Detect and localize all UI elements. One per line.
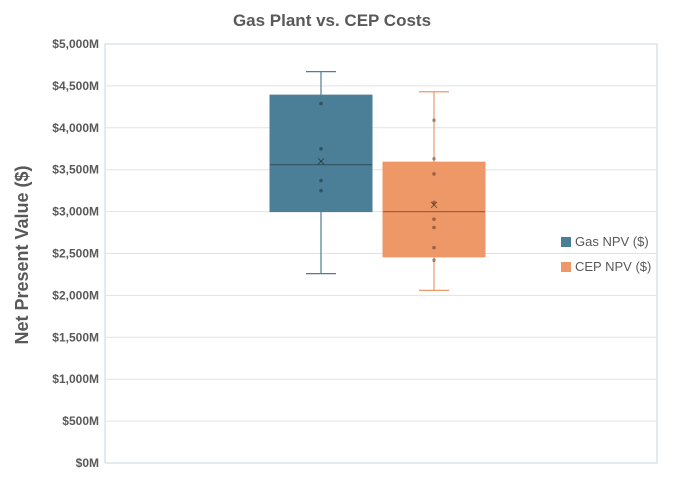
data-point: [319, 178, 323, 183]
data-point: [319, 101, 323, 106]
box: [382, 161, 486, 258]
box-series-gas: [269, 71, 373, 275]
y-tick-labels: $0M $500M $1,000M $1,500M $2,000M $2,500M $3,0…: [52, 37, 99, 470]
mean-marker-stroke: [317, 157, 325, 165]
y-tick-label: $5,000M: [52, 37, 99, 51]
data-point: [432, 225, 436, 230]
data-point: [432, 258, 436, 263]
data-point: [432, 217, 436, 221]
y-tick-label: $1,500M: [52, 330, 99, 344]
mean-marker-stroke: [430, 201, 438, 209]
y-tick-label: $1,000M: [52, 372, 99, 386]
mean-marker: [430, 201, 438, 209]
legend-label: CEP NPV ($): [575, 259, 651, 274]
mean-marker: [317, 157, 325, 165]
y-tick-label: $500M: [62, 414, 99, 428]
data-point: [432, 200, 436, 205]
data-point: [432, 245, 436, 250]
y-tick-label: $4,000M: [52, 121, 99, 135]
legend-label: Gas NPV ($): [575, 234, 649, 249]
y-tick-label: $2,500M: [52, 247, 99, 261]
legend-swatch: [561, 237, 571, 247]
gridlines: [105, 85, 657, 422]
legend-swatch: [561, 262, 571, 272]
data-point: [432, 157, 436, 161]
box: [269, 94, 373, 213]
mean-marker-stroke: [430, 201, 438, 209]
boxes: [269, 71, 486, 291]
y-axis-label: Net Present Value ($): [12, 165, 32, 344]
mean-marker-stroke: [317, 157, 325, 165]
y-tick-label: $3,500M: [52, 163, 99, 177]
box-series-cep: [382, 91, 486, 291]
data-point: [319, 146, 323, 151]
y-tick-label: $2,000M: [52, 288, 99, 302]
legend: Gas NPV ($) CEP NPV ($): [561, 234, 651, 274]
y-tick-label: $0M: [76, 456, 99, 470]
chart-title: Gas Plant vs. CEP Costs: [233, 11, 431, 30]
y-tick-label: $4,500M: [52, 79, 99, 93]
data-point: [319, 188, 323, 193]
data-point: [432, 118, 436, 123]
data-point: [432, 172, 436, 176]
y-tick-label: $3,000M: [52, 205, 99, 219]
